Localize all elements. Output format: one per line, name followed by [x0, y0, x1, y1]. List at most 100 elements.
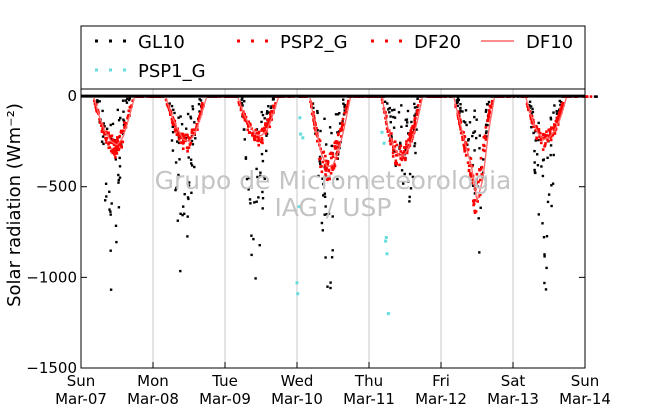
point-DF20-day-3-8: [324, 169, 328, 172]
point-PSP2_G-day-6-18: [550, 126, 553, 129]
point-PSP2_G-day-4-0: [399, 144, 403, 148]
point-DF20-day-0-39: [116, 139, 119, 143]
point-GL10-day-1-17: [171, 149, 175, 152]
point-DF20-day-3-26: [328, 177, 331, 180]
point-DF20-day-4-51: [413, 123, 416, 127]
legend-marker-DF20-2: [399, 39, 402, 43]
point-DF20-day-3-10: [330, 166, 334, 169]
point-GL10-day-2-41: [272, 98, 275, 101]
point-GL10-day-1-28: [177, 173, 180, 177]
point-PSP2_G-day-1-15: [179, 141, 183, 144]
point-DF20-day-5-25: [473, 181, 477, 184]
point-PSP2_G-day-3-42: [324, 159, 328, 163]
point-GL10-day-1-51: [177, 141, 181, 145]
point-GL10-day-1-45: [181, 213, 184, 217]
point-DF20-day-2-30: [269, 112, 272, 116]
point-PSP2_G-day-6-54: [535, 137, 539, 140]
point-GL10-day-0-48: [101, 135, 105, 138]
point-PSP2_G-day-2-0: [274, 102, 277, 105]
point-GL10-day-4-3: [413, 142, 417, 145]
point-GL10-day-2-50: [261, 190, 264, 194]
point-GL10-day-2-19: [247, 188, 250, 191]
point-GL10-day-0-43: [96, 99, 99, 102]
point-PSP2_G-day-4-10: [385, 127, 389, 130]
point-DF20-day-4-13: [388, 139, 392, 143]
point-DF20-day-1-2: [182, 141, 185, 144]
point-PSP2_G-day-3-49: [345, 105, 348, 109]
point-DF20-day-1-50: [201, 102, 204, 105]
point-DF20-day-4-31: [416, 104, 420, 107]
point-DF20-day-0-13: [120, 129, 123, 133]
point-GL10-day-0-38: [110, 202, 113, 205]
point-GL10-day-1-25: [186, 112, 190, 116]
point-PSP2_G-day-3-43: [333, 162, 336, 166]
point-DF20-day-5-17: [462, 143, 465, 147]
xtick-label-date-6: Mar-13: [487, 390, 539, 408]
point-GL10-day-3-14: [327, 212, 331, 215]
point-GL10-day-6-19: [543, 255, 546, 258]
point-DF20-day-2-31: [265, 124, 269, 127]
point-PSP2_G-day-1-6: [200, 110, 203, 113]
point-GL10-day-5-21: [476, 185, 480, 188]
point-GL10-day-5-50: [456, 97, 460, 100]
legend-label-PSP2_G: PSP2_G: [280, 32, 348, 53]
point-GL10-day-0-30: [104, 199, 107, 202]
point-GL10-day-3-54: [323, 195, 327, 198]
point-GL10-day-4-44: [412, 128, 416, 131]
point-DF20-day-2-10: [263, 126, 266, 130]
point-GL10-day-0-28: [109, 123, 112, 127]
point-GL10-day-3-3: [322, 194, 325, 197]
point-GL10-day-6-12: [550, 184, 553, 187]
point-DF20-day-0-19: [111, 151, 114, 155]
point-GL10-day-2-52: [259, 171, 262, 174]
point-PSP2_G-day-2-29: [261, 127, 264, 131]
point-DF20-day-3-47: [331, 168, 334, 172]
point-GL10-day-6-48: [528, 100, 532, 103]
point-DF20-day-0-49: [103, 132, 107, 135]
point-PSP2_G-day-0-50: [100, 130, 104, 133]
point-GL10-day-3-2: [312, 106, 315, 110]
point-GL10-day-2-11: [258, 244, 261, 247]
point-DF20-day-2-48: [243, 118, 247, 122]
point-GL10-day-0-9: [124, 99, 127, 102]
point-GL10-day-4-18: [393, 108, 396, 111]
point-GL10-day-4-17: [390, 109, 394, 112]
legend-marker-PSP2_G-0: [237, 39, 240, 43]
point-DF20-day-0-7: [127, 109, 131, 113]
point-PSP2_G-day-6-38: [549, 138, 553, 142]
point-GL10-day-2-43: [270, 105, 273, 108]
point-GL10-day-0-1: [116, 108, 119, 112]
point-GL10-day-2-59: [241, 104, 244, 107]
point-DF20-day-4-32: [387, 134, 391, 137]
point-PSP2_G-day-1-34: [181, 139, 185, 143]
point-DF20-day-4-46: [385, 114, 388, 118]
point-PSP2_G-day-5-28: [481, 148, 485, 152]
point-DF20-day-0-43: [114, 146, 117, 150]
point-GL10-day-5-27: [473, 115, 476, 119]
point-GL10-day-4-38: [389, 115, 392, 118]
point-DF20-day-1-21: [182, 135, 186, 139]
point-GL10-day-4-56: [388, 111, 391, 114]
point-DF20-day-2-21: [256, 132, 260, 135]
point-GL10-day-3-19: [323, 192, 326, 195]
point-DF20-day-3-5: [319, 157, 322, 160]
legend-label-GL10: GL10: [138, 32, 185, 53]
legend-marker-GL10-0: [95, 39, 98, 43]
point-PSP2_G-day-0-36: [118, 134, 122, 138]
point-PSP2_G-day-6-8: [561, 107, 564, 111]
point-GL10-day-6-6: [543, 253, 546, 256]
x-axis-ticks: SunMar-07MonMar-08TueMar-09WedMar-10ThuM…: [55, 362, 611, 408]
xtick-label-date-0: Mar-07: [55, 390, 107, 408]
point-GL10-day-2-47: [263, 177, 266, 180]
point-PSP2_G-day-3-47: [313, 126, 316, 130]
point-GL10-day-3-42: [334, 113, 338, 116]
point-DF20-day-6-32: [548, 130, 552, 134]
point-DF20-day-3-37: [339, 129, 342, 132]
point-GL10-day-2-2: [265, 149, 268, 153]
point-DF20-day-1-3: [174, 125, 177, 128]
point-DF20-day-2-38: [264, 123, 267, 126]
legend-marker-DF20-1: [385, 39, 388, 43]
point-DF20-day-5-31: [473, 209, 476, 213]
point-GL10-day-4-24: [390, 134, 393, 137]
point-PSP2_G-day-3-14: [316, 139, 319, 143]
